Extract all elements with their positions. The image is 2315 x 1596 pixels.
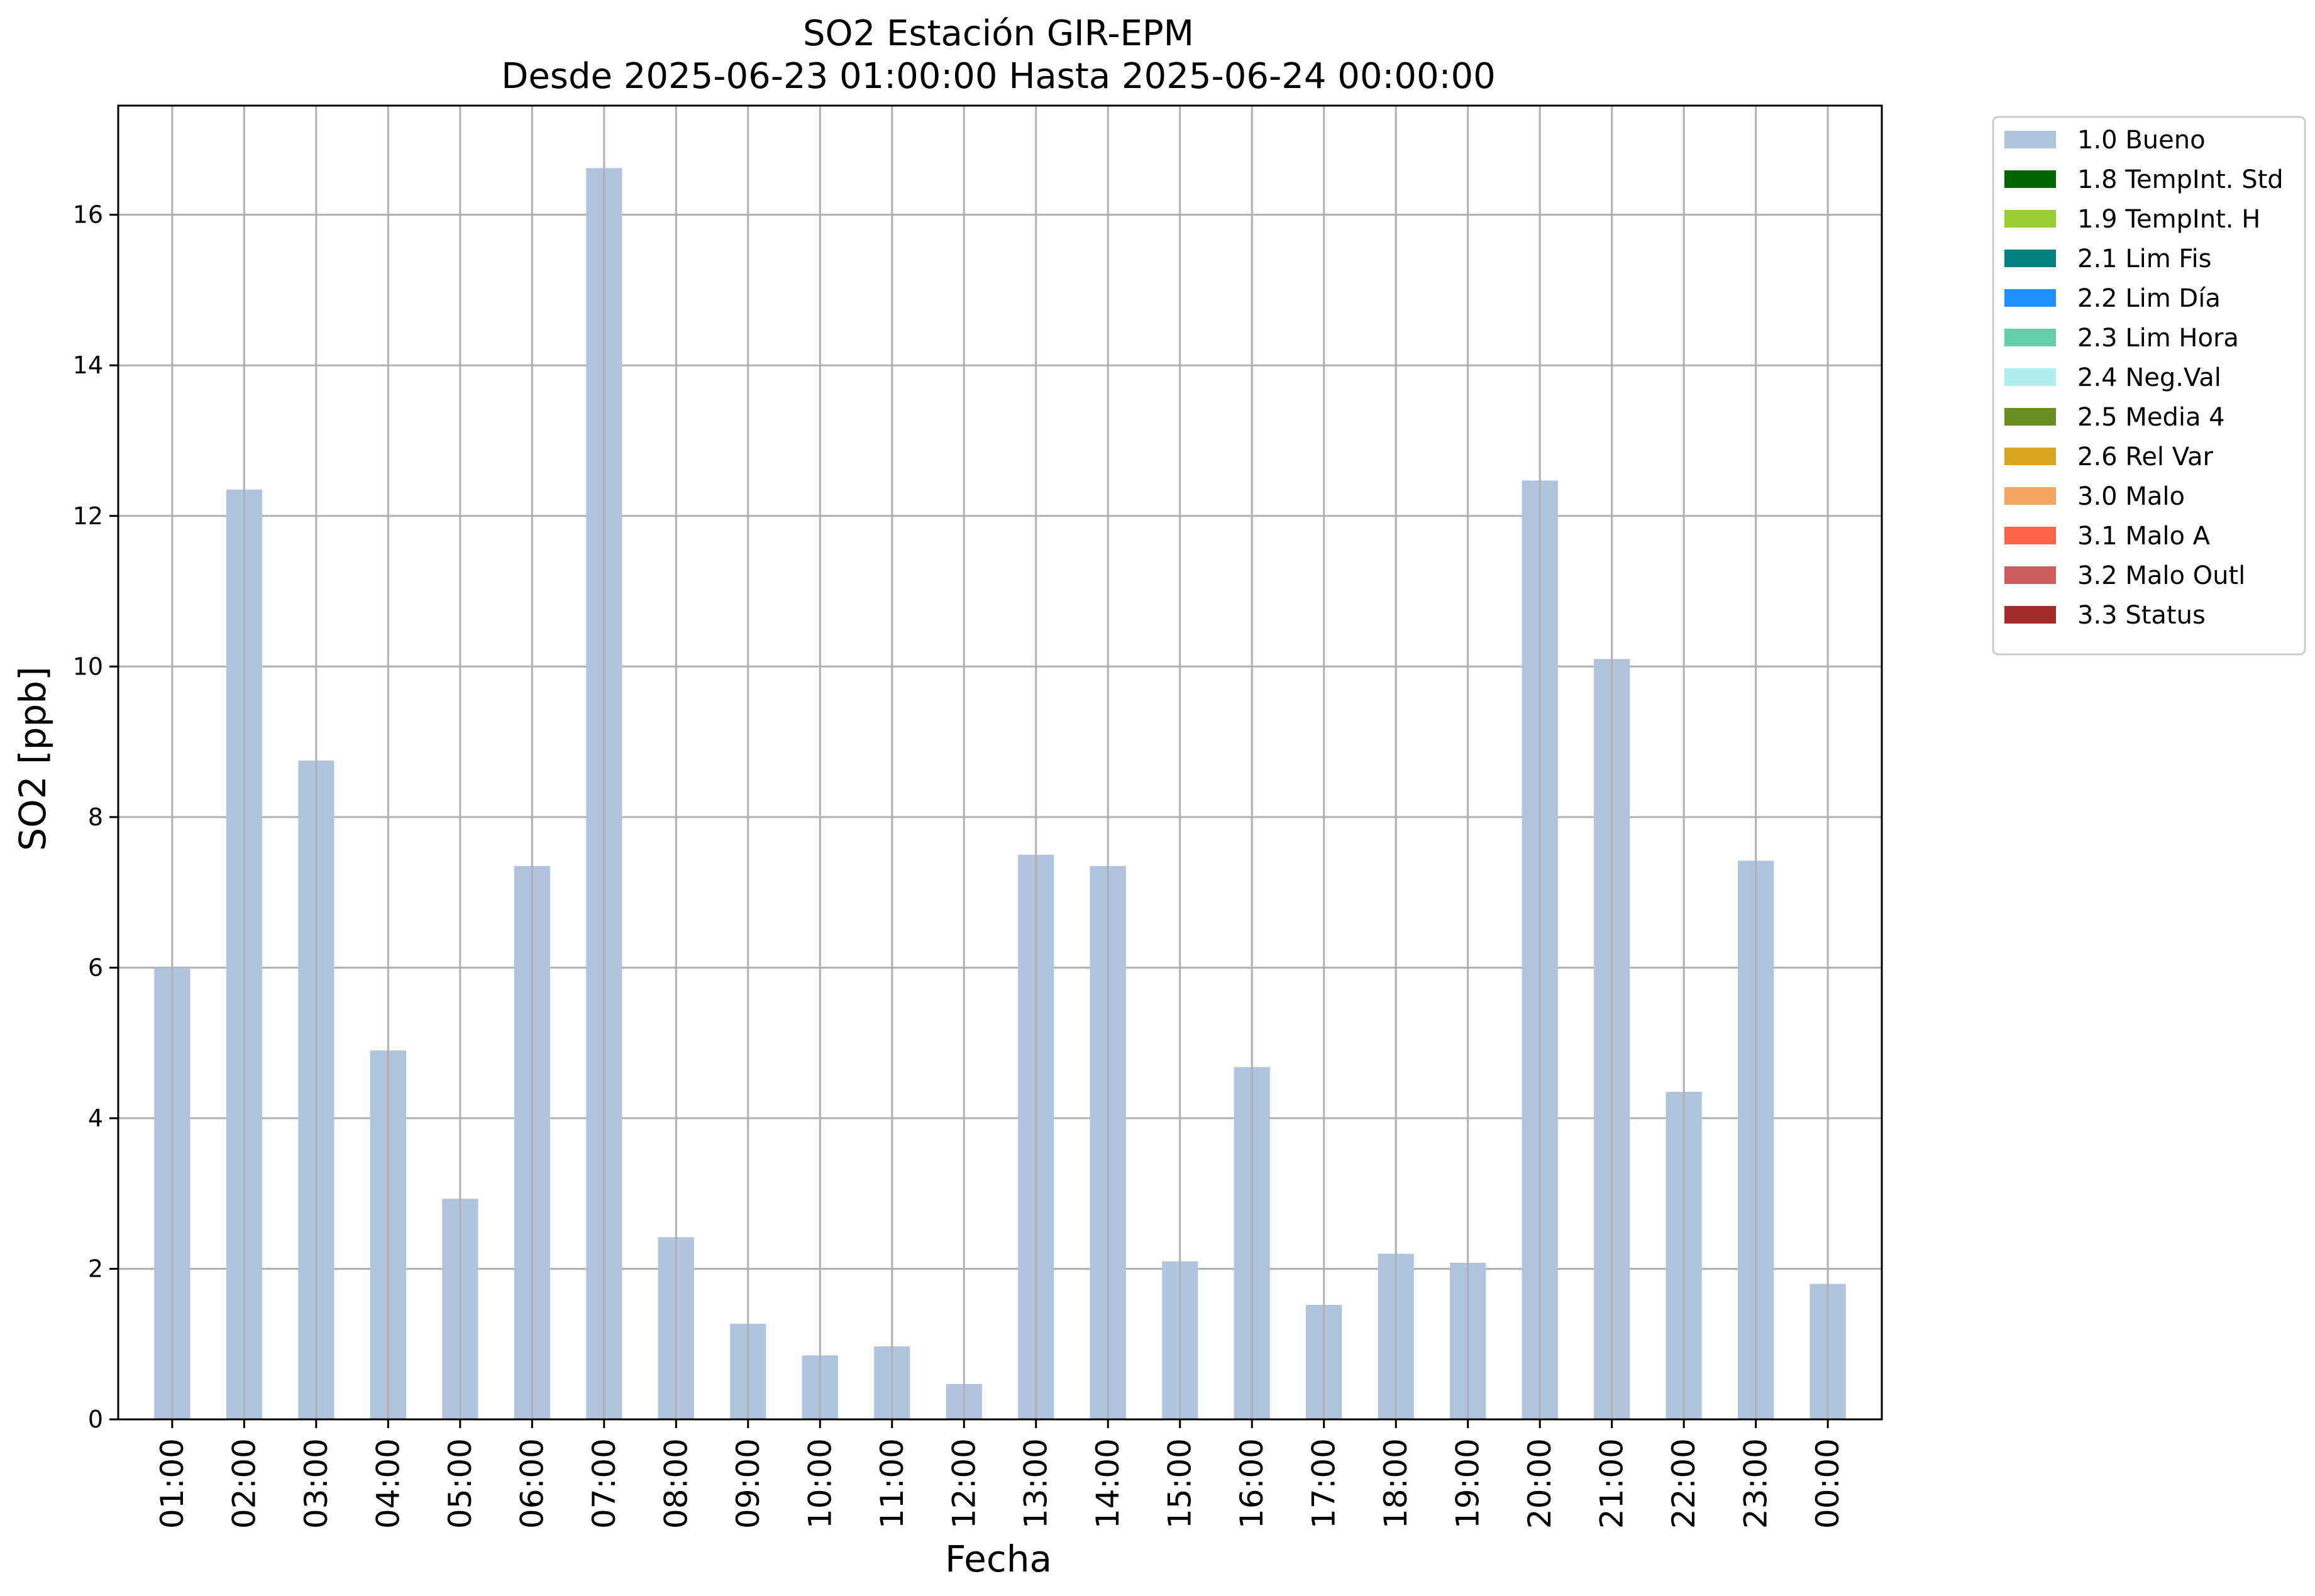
legend-label: 3.0 Malo (2077, 482, 2185, 511)
y-tick-label: 8 (88, 803, 103, 831)
x-tick-label: 14:00 (1090, 1438, 1126, 1529)
y-tick-label: 6 (88, 954, 103, 981)
legend-label: 2.2 Lim Día (2077, 284, 2221, 313)
y-ticks-layer: 0 2 4 6 8 10 12 14 16 (73, 201, 118, 1433)
x-tick-label: 15:00 (1162, 1438, 1198, 1529)
legend-label: 2.3 Lim Hora (2077, 324, 2239, 353)
legend-label: 1.0 Bueno (2077, 126, 2206, 155)
y-axis-label: SO2 [ppb] (11, 666, 54, 851)
x-axis-label: Fecha (945, 1538, 1052, 1580)
x-tick-label: 17:00 (1306, 1438, 1342, 1529)
y-tick-label: 12 (73, 502, 103, 530)
plot-frame (117, 104, 1883, 1421)
legend-swatch (2004, 289, 2056, 307)
y-tick-label: 10 (73, 652, 103, 680)
legend-swatch (2004, 448, 2056, 465)
legend-label: 2.4 Neg.Val (2077, 363, 2221, 392)
legend-swatch (2004, 368, 2056, 386)
legend-swatch (2004, 210, 2056, 228)
legend-label: 1.9 TempInt. H (2077, 205, 2260, 234)
y-tick-label: 14 (73, 351, 103, 379)
x-ticks-layer: 01:00 02:00 03:00 04:00 05:00 06:00 07:00 08:00… (154, 1419, 1846, 1529)
x-tick-label: 00:00 (1809, 1438, 1846, 1529)
legend-swatch (2004, 250, 2056, 267)
x-tick-label: 03:00 (298, 1438, 334, 1529)
x-tick-label: 18:00 (1378, 1438, 1414, 1529)
legend-swatch (2004, 329, 2056, 346)
bars-layer (154, 168, 1846, 1420)
x-tick-label: 09:00 (730, 1438, 766, 1529)
x-tick-label: 06:00 (514, 1438, 550, 1529)
grid-layer (118, 214, 1882, 1421)
legend-swatch (2004, 487, 2056, 505)
legend-swatch (2004, 566, 2056, 584)
legend-swatch (2004, 606, 2056, 624)
x-tick-label: 19:00 (1450, 1438, 1486, 1529)
x-tick-label: 01:00 (154, 1438, 191, 1529)
legend-swatch (2004, 408, 2056, 426)
x-grid-layer (171, 106, 1829, 1419)
x-tick-label: 20:00 (1522, 1438, 1558, 1529)
y-tick-label: 4 (88, 1104, 103, 1132)
x-tick-label: 10:00 (802, 1438, 838, 1529)
x-tick-label: 11:00 (874, 1438, 910, 1529)
x-tick-label: 08:00 (658, 1438, 694, 1529)
x-tick-label: 13:00 (1018, 1438, 1054, 1529)
x-tick-label: 16:00 (1234, 1438, 1270, 1529)
x-tick-label: 07:00 (586, 1438, 622, 1529)
legend-swatch (2004, 131, 2056, 148)
chart-title: SO2 Estación GIR-EPM (803, 13, 1194, 54)
x-tick-label: 21:00 (1594, 1438, 1630, 1529)
y-tick-label: 0 (88, 1406, 103, 1433)
x-tick-label: 02:00 (226, 1438, 262, 1529)
x-tick-label: 22:00 (1666, 1438, 1702, 1529)
y-tick-label: 2 (88, 1255, 103, 1282)
legend-label: 3.2 Malo Outl (2077, 561, 2245, 590)
y-tick-label: 16 (73, 201, 103, 229)
legend-swatch (2004, 527, 2056, 544)
legend-label: 2.1 Lim Fis (2077, 245, 2211, 273)
legend-label: 2.6 Rel Var (2077, 443, 2214, 471)
legend-label: 3.3 Status (2077, 601, 2206, 630)
axes-layer (117, 104, 1883, 1421)
x-tick-label: 04:00 (370, 1438, 406, 1529)
x-tick-label: 12:00 (946, 1438, 982, 1529)
x-tick-label: 23:00 (1738, 1438, 1774, 1529)
legend-label: 2.5 Media 4 (2077, 403, 2225, 432)
legend-label: 3.1 Malo A (2077, 522, 2211, 551)
x-tick-label: 05:00 (442, 1438, 478, 1529)
legend: 1.0 Bueno 1.8 TempInt. Std 1.9 TempInt. H 2… (1992, 116, 2306, 656)
legend-swatch (2004, 170, 2056, 188)
chart-subtitle: Desde 2025-06-23 01:00:00 Hasta 2025-06-… (501, 56, 1496, 97)
legend-frame (1992, 116, 2306, 656)
legend-label: 1.8 TempInt. Std (2077, 165, 2284, 194)
